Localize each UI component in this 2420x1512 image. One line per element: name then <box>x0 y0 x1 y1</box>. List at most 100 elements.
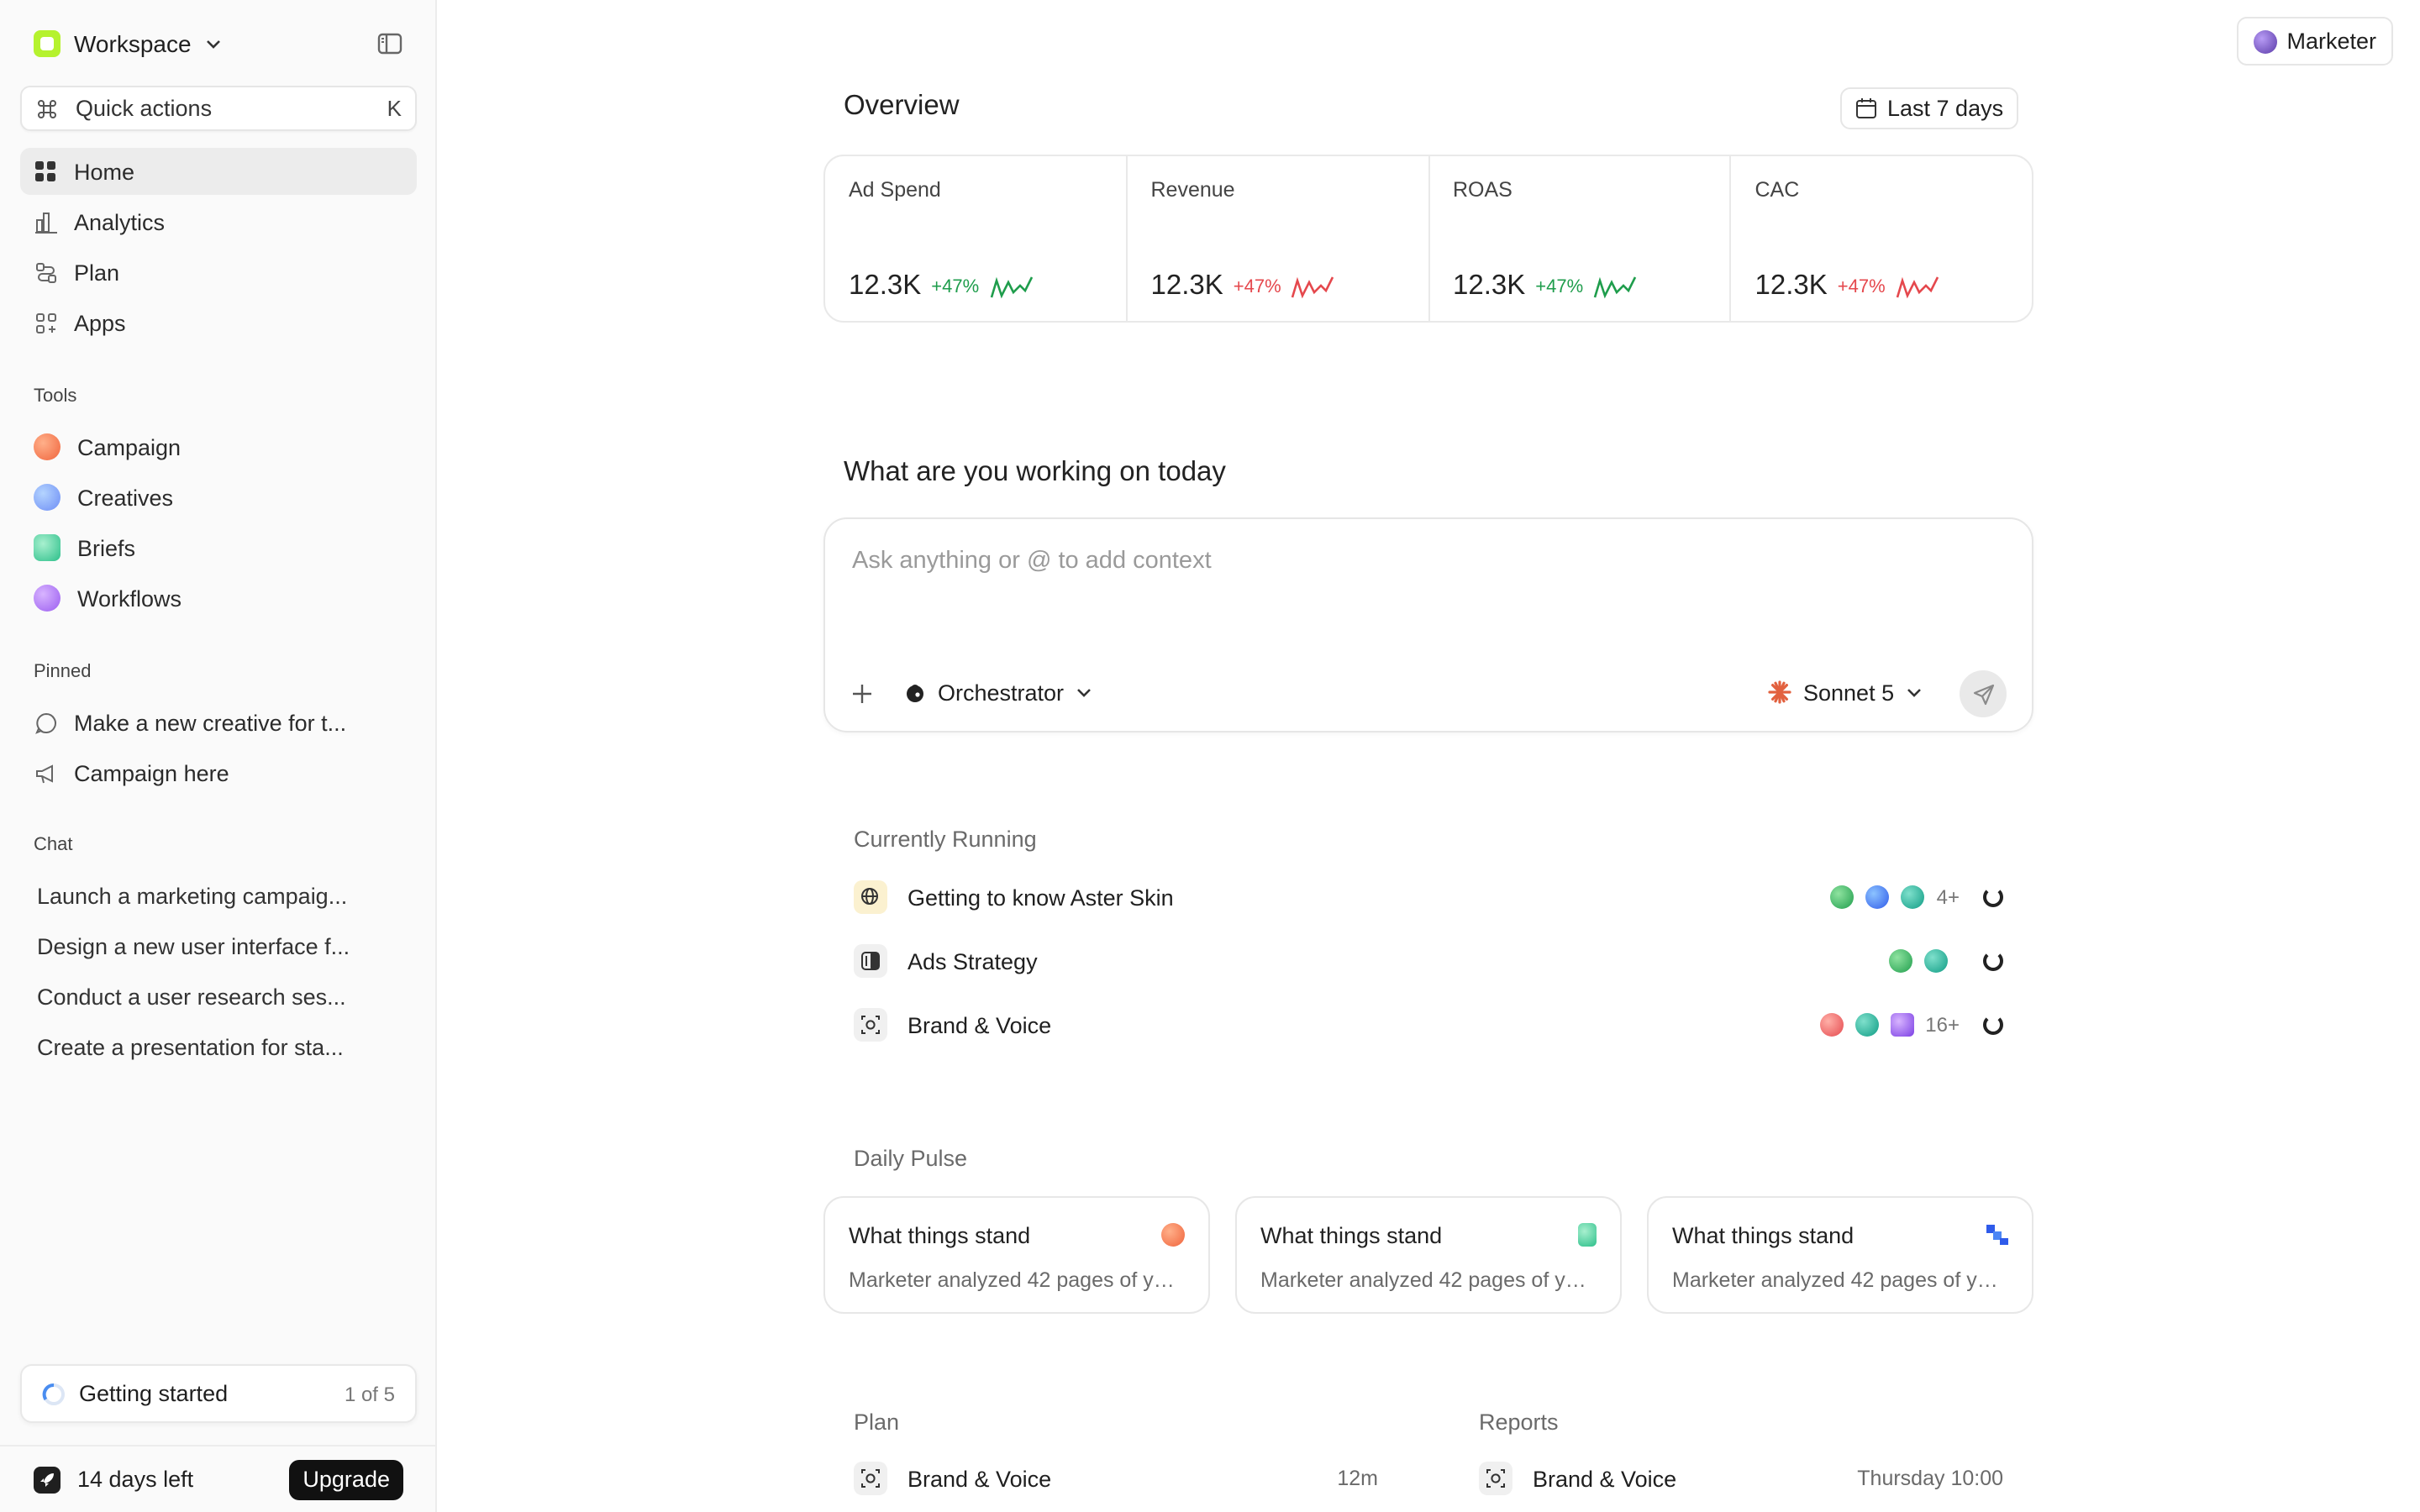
workflows-icon <box>34 585 60 612</box>
chat-item[interactable]: Create a presentation for sta... <box>37 1035 344 1060</box>
prompt-title: What are you working on today <box>844 457 1226 487</box>
plan-section-title: Plan <box>854 1410 900 1435</box>
agent-avatar-icon <box>1890 1013 1914 1037</box>
apps-icon <box>34 311 57 334</box>
nav-plan[interactable]: Plan <box>20 249 417 296</box>
metric-change: +47% <box>1535 276 1584 297</box>
workspace-name: Workspace <box>74 30 192 57</box>
tool-briefs[interactable]: Briefs <box>20 524 417 571</box>
agent-avatar-icon <box>1854 1013 1879 1037</box>
running-item[interactable]: Ads Strategy <box>854 942 2013 979</box>
pinned-item-campaign[interactable]: Campaign here <box>20 749 417 796</box>
pulse-card-desc: Marketer analyzed 42 pages of your brand… <box>1260 1268 1597 1292</box>
orchestrator-icon <box>907 684 923 701</box>
role-switcher[interactable]: Marketer <box>2236 17 2393 66</box>
metric-roas[interactable]: ROAS 12.3K +47% <box>1429 156 1732 321</box>
chevron-down-icon <box>206 40 220 49</box>
sparkline-icon <box>1593 276 1637 298</box>
add-attachment-button[interactable] <box>852 682 872 706</box>
pinned-item-creative[interactable]: Make a new creative for t... <box>20 699 417 746</box>
pinned-section-title: Pinned <box>34 662 92 682</box>
tool-workflows[interactable]: Workflows <box>20 575 417 622</box>
metric-value: 12.3K <box>849 270 922 301</box>
sparkline-icon <box>1896 276 1939 298</box>
pinned-label: Campaign here <box>74 760 229 785</box>
more-agents-count: 16+ <box>1925 1013 1960 1037</box>
metric-cac[interactable]: CAC 12.3K +47% <box>1732 156 2033 321</box>
quick-actions[interactable]: Quick actions K <box>20 86 417 131</box>
agent-avatar-icon <box>1819 1013 1844 1037</box>
chart-icon <box>34 210 57 234</box>
pulse-section-title: Daily Pulse <box>854 1146 968 1171</box>
plus-icon <box>853 685 871 703</box>
loading-spinner-icon <box>1983 887 2003 907</box>
prompt-input[interactable]: Ask anything or @ to add context <box>852 548 1212 575</box>
chat-item[interactable]: Conduct a user research ses... <box>37 984 346 1010</box>
pulse-card-title: What things stand <box>1260 1223 1443 1248</box>
getting-started-label: Getting started <box>79 1381 229 1406</box>
metric-label: Revenue <box>1150 178 1235 202</box>
pulse-card[interactable]: What things stand Marketer analyzed 42 p… <box>1647 1196 2033 1314</box>
blocks-icon <box>1986 1225 2008 1245</box>
send-button[interactable] <box>1960 670 2007 717</box>
agent-avatar-icon <box>1889 949 1912 973</box>
prompt-box[interactable]: Ask anything or @ to add context Orchest… <box>823 517 2033 732</box>
running-section-title: Currently Running <box>854 827 1037 852</box>
command-icon <box>38 99 56 118</box>
date-range-picker[interactable]: Last 7 days <box>1840 87 2019 129</box>
pulse-card[interactable]: What things stand Marketer analyzed 42 p… <box>823 1196 1210 1314</box>
tool-creatives[interactable]: Creatives <box>20 474 417 521</box>
chat-section-title: Chat <box>34 835 73 855</box>
agent-avatar-icon <box>1865 885 1890 909</box>
workspace-switcher[interactable]: Workspace <box>34 27 222 60</box>
model-label: Sonnet 5 <box>1803 680 1895 705</box>
nav-apps[interactable]: Apps <box>20 299 417 346</box>
pulse-card[interactable]: What things stand Marketer analyzed 42 p… <box>1235 1196 1622 1314</box>
megaphone-icon <box>34 761 57 785</box>
metric-label: Ad Spend <box>849 178 941 202</box>
metric-label: ROAS <box>1453 178 1512 202</box>
report-item[interactable]: Brand & Voice Thursday 10:00 <box>1479 1460 2003 1497</box>
marketer-avatar-icon <box>2253 29 2277 53</box>
sparkline-icon <box>989 276 1033 298</box>
agent-label: Orchestrator <box>938 680 1065 705</box>
metric-value: 12.3K <box>1150 270 1223 301</box>
chevron-down-icon <box>1077 689 1091 697</box>
send-icon <box>1972 683 1994 705</box>
tool-label: Workflows <box>77 585 182 611</box>
tool-label: Creatives <box>77 485 174 510</box>
chat-item[interactable]: Design a new user interface f... <box>37 934 350 959</box>
metric-ad-spend[interactable]: Ad Spend 12.3K +47% <box>825 156 1128 321</box>
nav-home[interactable]: Home <box>20 148 417 195</box>
metric-label: CAC <box>1754 178 1800 202</box>
nav-label: Apps <box>74 310 126 335</box>
campaign-icon <box>34 433 60 460</box>
strategy-icon <box>854 944 887 978</box>
nav-label: Home <box>74 159 135 184</box>
nav-label: Analytics <box>74 209 166 234</box>
nav-analytics[interactable]: Analytics <box>20 198 417 245</box>
metric-revenue[interactable]: Revenue 12.3K +47% <box>1128 156 1429 321</box>
shortcut-key: K <box>387 96 402 121</box>
running-item-label: Getting to know Aster Skin <box>908 885 1174 910</box>
plan-item-time: 12m <box>1337 1467 1378 1490</box>
running-item[interactable]: Getting to know Aster Skin 4+ <box>854 879 2013 916</box>
metric-value: 12.3K <box>1754 270 1828 301</box>
agent-avatar-icon <box>1830 885 1854 909</box>
model-selector[interactable]: Sonnet 5 <box>1768 672 1923 712</box>
role-label: Marketer <box>2286 29 2376 54</box>
sparkline-icon <box>1292 276 1334 298</box>
upgrade-button[interactable]: Upgrade <box>289 1459 403 1499</box>
report-item-time: Thursday 10:00 <box>1857 1467 2003 1490</box>
tool-campaign[interactable]: Campaign <box>20 423 417 470</box>
metric-value: 12.3K <box>1453 270 1526 301</box>
sidebar-toggle-icon[interactable] <box>376 30 403 57</box>
tools-section-title: Tools <box>34 386 77 407</box>
grid-icon <box>34 160 57 183</box>
getting-started-card[interactable]: Getting started 1 of 5 <box>20 1364 417 1423</box>
plan-item[interactable]: Brand & Voice 12m <box>854 1460 1378 1497</box>
running-item[interactable]: Brand & Voice 16+ <box>854 1006 2013 1043</box>
agent-selector[interactable]: Orchestrator <box>904 672 1092 712</box>
chat-item[interactable]: Launch a marketing campaig... <box>37 884 348 909</box>
workspace-logo-icon <box>34 30 60 57</box>
